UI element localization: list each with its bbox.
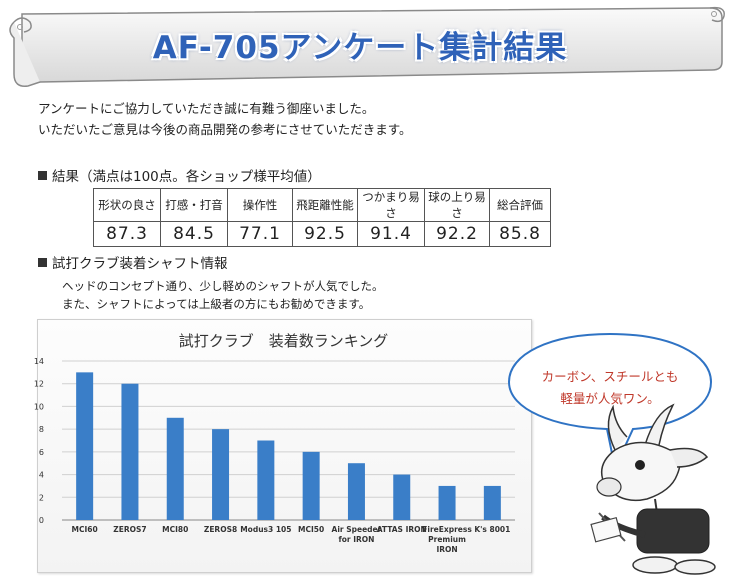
bubble-text-2: 軽量が人気ワン。: [560, 391, 660, 406]
intro-line-2: いただいたご意見は今後の商品開発の参考にさせていただきます。: [38, 122, 412, 137]
y-tick-label: 6: [39, 448, 44, 457]
bar: [121, 383, 139, 520]
shaft-heading: 試打クラブ装着シャフト情報: [38, 252, 228, 272]
results-value: 92.5: [292, 221, 358, 247]
y-tick-label: 4: [39, 471, 44, 480]
results-col-header: つかまり易さ: [357, 188, 425, 222]
shaft-heading-text: 試打クラブ装着シャフト情報: [52, 256, 228, 272]
results-col-header: 形状の良さ: [93, 188, 161, 222]
x-tick-label: MCI80: [162, 525, 188, 534]
speech-bubble: [507, 332, 713, 472]
results-value: 84.5: [160, 221, 228, 247]
results-value: 77.1: [227, 221, 293, 247]
shaft-note-1: ヘッドのコンセプト通り、少し軽めのシャフトが人気でした。: [62, 279, 384, 293]
bar: [393, 474, 411, 520]
x-tick-label: ATTAS IRON: [377, 525, 427, 534]
bar: [438, 485, 456, 520]
y-tick-label: 10: [34, 402, 44, 411]
title-banner: [9, 6, 725, 87]
results-value: 91.4: [357, 221, 425, 247]
bar: [302, 451, 320, 520]
x-tick-label: MCI60: [72, 525, 98, 534]
results-col-header: 球の上り易さ: [424, 188, 490, 222]
x-tick-label: ZEROS7: [113, 525, 146, 534]
y-tick-label: 2: [39, 493, 44, 502]
intro-line-1: アンケートにご協力していただき誠に有難う御座いました。: [38, 101, 375, 116]
x-tick-label: ZEROS8: [204, 525, 237, 534]
bubble-text-1: カーボン、スチールとも: [541, 369, 679, 384]
y-tick-label: 0: [39, 516, 44, 525]
x-tick-label: Modus3 105: [240, 525, 291, 534]
bullet-square-icon: [38, 258, 47, 267]
shaft-note-2: また、シャフトによっては上級者の方にもお勧めできます。: [62, 297, 371, 311]
results-value: 87.3: [93, 221, 161, 247]
x-tick-label: IRON: [436, 545, 457, 554]
results-value: 85.8: [489, 221, 551, 247]
bar: [212, 429, 230, 520]
x-tick-label: FireExpress: [422, 525, 472, 534]
x-tick-label: for IRON: [338, 535, 374, 544]
x-tick-label: MCI50: [298, 525, 324, 534]
bar: [76, 372, 94, 520]
results-value: 92.2: [424, 221, 490, 247]
y-tick-label: 14: [34, 357, 44, 366]
bar: [257, 440, 275, 520]
results-header-row: 形状の良さ 打感・打音 操作性 飛距離性能 つかまり易さ 球の上り易さ 総合評価: [93, 188, 551, 222]
goat-mascot-icon: [590, 403, 716, 575]
results-heading-text: 結果（満点は100点。各ショップ様平均値）: [52, 169, 321, 185]
chart-title: 試打クラブ 装着数ランキング: [178, 332, 389, 350]
bullet-square-icon: [38, 171, 47, 180]
x-tick-label: Air Speeder: [332, 525, 382, 534]
bar: [347, 463, 365, 520]
results-col-header: 総合評価: [489, 188, 551, 222]
y-tick-label: 12: [34, 380, 44, 389]
bar: [483, 485, 501, 520]
results-table: 形状の良さ 打感・打音 操作性 飛距離性能 つかまり易さ 球の上り易さ 総合評価…: [93, 188, 551, 247]
results-col-header: 飛距離性能: [292, 188, 358, 222]
x-tick-label: K's 8001: [474, 525, 510, 534]
bar: [166, 417, 184, 520]
results-value-row: 87.3 84.5 77.1 92.5 91.4 92.2 85.8: [93, 221, 551, 247]
x-tick-label: Premium: [428, 535, 466, 544]
page-title: AF-705アンケート集計結果: [152, 30, 568, 66]
y-tick-label: 8: [39, 425, 44, 434]
results-heading: 結果（満点は100点。各ショップ様平均値）: [38, 165, 321, 185]
